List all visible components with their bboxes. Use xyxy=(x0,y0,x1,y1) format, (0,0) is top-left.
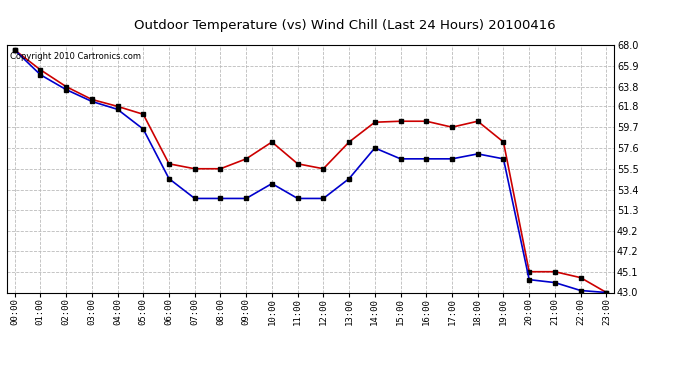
Text: Copyright 2010 Cartronics.com: Copyright 2010 Cartronics.com xyxy=(10,53,141,62)
Text: Outdoor Temperature (vs) Wind Chill (Last 24 Hours) 20100416: Outdoor Temperature (vs) Wind Chill (Las… xyxy=(134,19,556,32)
